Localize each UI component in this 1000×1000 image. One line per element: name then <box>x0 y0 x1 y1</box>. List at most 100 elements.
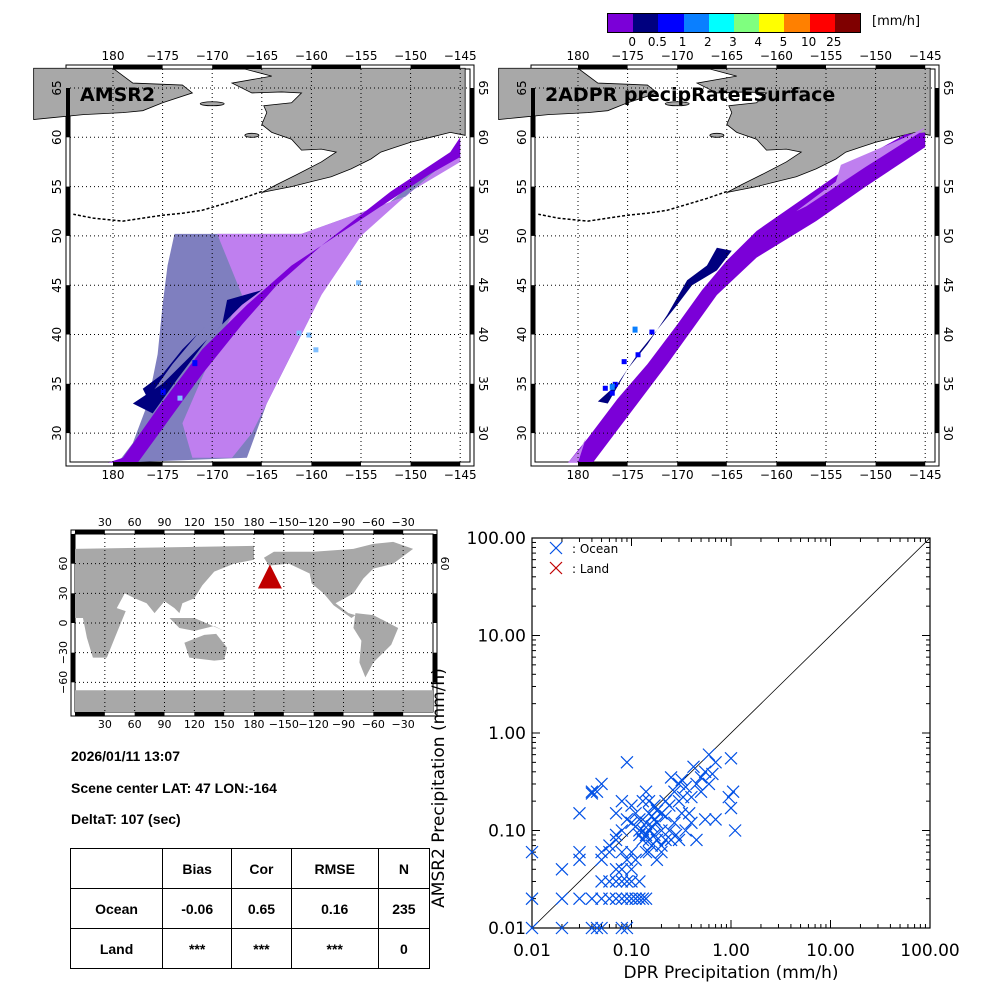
marker-stroke <box>603 875 616 888</box>
marker-stroke <box>648 812 661 826</box>
marker-stroke <box>555 862 569 876</box>
data-point-ocean <box>615 845 629 859</box>
marker-stroke <box>650 833 664 847</box>
marker-stroke <box>549 541 563 555</box>
axis-bar-left <box>531 383 535 434</box>
data-point-ocean <box>642 833 656 847</box>
axis-bar-left <box>66 186 70 236</box>
colorbar-label: 1 <box>678 35 687 49</box>
cell: 0 <box>377 928 431 969</box>
x-tick-label: 1.00 <box>712 941 750 961</box>
marker-stroke <box>694 785 708 799</box>
data-point-ocean <box>655 845 668 859</box>
amsr2-cell <box>177 395 183 401</box>
marker-stroke <box>687 760 700 774</box>
marker-stroke <box>726 785 740 799</box>
marker-stroke <box>595 777 608 791</box>
marker-stroke <box>684 816 698 830</box>
dpr-cell <box>609 390 615 396</box>
marker-stroke <box>620 892 634 906</box>
lon-tick-label-bottom: −145 <box>444 468 477 482</box>
marker-stroke <box>609 875 623 888</box>
data-point-ocean <box>615 794 629 808</box>
marker-stroke <box>702 748 716 762</box>
marker-stroke <box>645 839 659 853</box>
data-point-ocean <box>642 845 656 859</box>
lat-tick-label-right: 30 <box>476 425 490 440</box>
marker-stroke <box>549 561 563 575</box>
marker-stroke <box>595 853 608 867</box>
marker-stroke <box>639 785 653 799</box>
marker-stroke <box>620 853 634 867</box>
colorbar-label: 10 <box>800 35 817 49</box>
marker-stroke <box>639 828 653 842</box>
south-america-land <box>353 613 399 678</box>
marker-stroke <box>655 839 668 853</box>
marker-stroke <box>659 809 672 823</box>
map-title: 2ADPR precipRateESurface <box>545 84 835 106</box>
amsr2-heavy-band-2 <box>142 314 218 399</box>
data-point-ocean <box>603 875 616 888</box>
data-point-ocean <box>672 777 686 791</box>
world-lon-tick-top: −90 <box>332 516 355 529</box>
marker-stroke <box>625 816 638 830</box>
axis-bar-bottom <box>578 462 628 466</box>
marker-stroke <box>659 809 672 823</box>
data-point-ocean <box>603 839 616 853</box>
axis-bar-bottom <box>776 462 826 466</box>
world-lon-tick-top: 60 <box>128 516 142 529</box>
data-point-ocean <box>667 785 681 799</box>
world-lon-tick-top: 90 <box>158 516 172 529</box>
data-point-ocean <box>620 755 634 769</box>
axis-bar-bottom <box>410 462 461 466</box>
marker-stroke <box>702 777 716 791</box>
colorbar-label: 5 <box>779 35 788 49</box>
datetime-label: 2026/01/11 13:07 <box>71 748 180 764</box>
axis-bar-left <box>66 88 70 138</box>
marker-stroke <box>615 892 629 906</box>
marker-stroke <box>698 812 712 826</box>
data-point-ocean <box>659 794 672 808</box>
marker-stroke <box>662 799 676 813</box>
world-axis-bar-right <box>433 652 437 683</box>
data-point-ocean <box>675 806 689 820</box>
marker-stroke <box>702 748 716 762</box>
data-point-ocean <box>595 875 608 888</box>
lat-tick-label-right: 35 <box>476 376 490 391</box>
lon-tick-label-top: −155 <box>810 49 843 63</box>
marker-stroke <box>722 790 736 804</box>
colorbar-label: 3 <box>729 35 737 49</box>
marker-stroke <box>675 806 689 820</box>
marker-stroke <box>728 824 742 837</box>
marker-stroke <box>629 806 643 820</box>
colorbar-unit: [mm/h] <box>872 14 921 29</box>
data-point-ocean <box>642 824 656 837</box>
dpr-cell <box>602 385 608 391</box>
marker-stroke <box>632 892 646 906</box>
marker-stroke <box>655 845 668 859</box>
marker-stroke <box>648 828 661 842</box>
cell: *** <box>290 928 379 969</box>
lon-tick-label-top: 180 <box>102 49 125 63</box>
data-point-ocean <box>698 765 712 779</box>
marker-stroke <box>664 833 678 847</box>
lat-tick-label-right: 40 <box>476 327 490 342</box>
marker-stroke <box>555 921 569 935</box>
marker-stroke <box>645 809 659 823</box>
data-point-ocean <box>648 828 661 842</box>
data-point-ocean <box>655 806 668 820</box>
data-point-ocean <box>702 777 716 791</box>
marker-stroke <box>636 824 650 837</box>
world-lat-tick-left: −30 <box>57 641 70 664</box>
data-point-ocean <box>648 799 661 813</box>
dpr-cell <box>632 326 638 333</box>
world-lon-tick-bottom: 60 <box>128 718 142 731</box>
marker-stroke <box>694 785 708 799</box>
data-point-ocean <box>662 799 676 813</box>
marker-stroke <box>642 794 656 808</box>
marker-stroke <box>709 812 723 826</box>
cell: *** <box>162 928 233 969</box>
data-point-ocean <box>679 780 693 794</box>
marker-stroke <box>555 892 569 906</box>
colorbar-label: 0 <box>628 35 637 49</box>
